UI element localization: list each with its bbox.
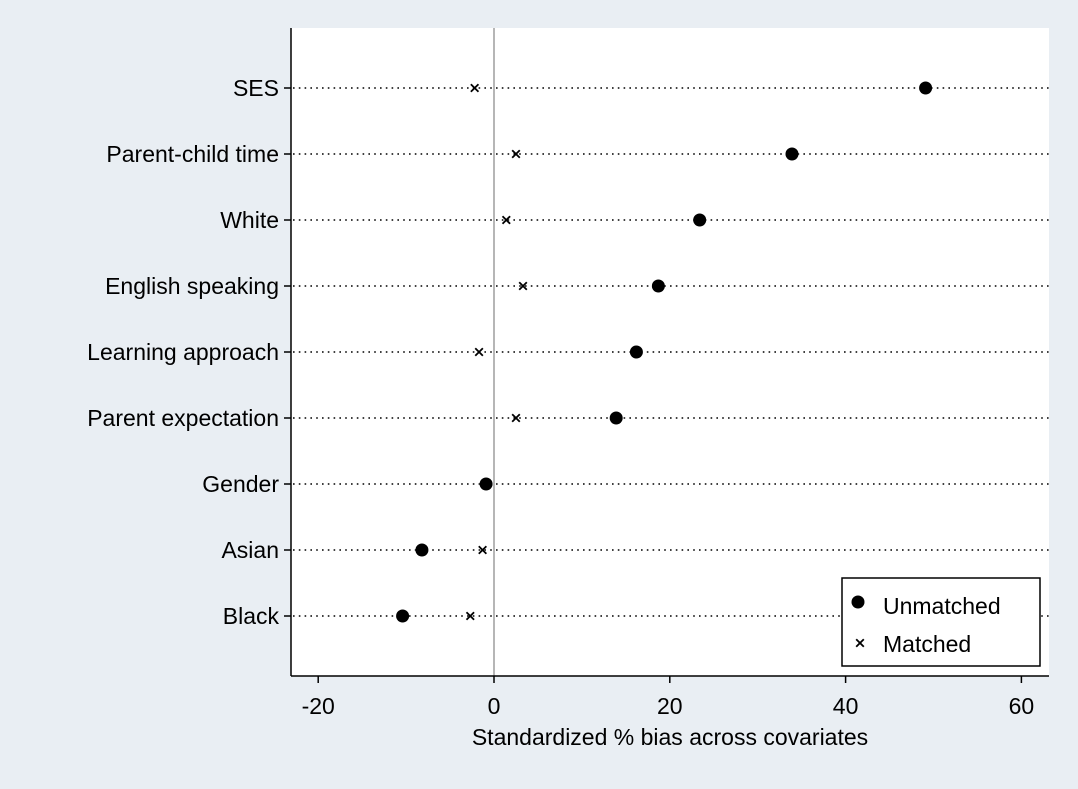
x-tick-label: -20 [302,693,335,719]
matched-point [511,149,521,159]
y-tick-label: Asian [221,537,279,563]
unmatched-point [919,81,933,95]
matched-point [482,479,492,489]
legend-marker-unmatched [851,595,865,609]
y-tick-label: SES [233,75,279,101]
x-mark-stroke [470,83,480,93]
grid-lines [293,87,1049,617]
matched-point [474,347,484,357]
unmatched-point [651,279,665,293]
y-tick-label: Gender [202,471,279,497]
legend-marker-matched [855,638,865,648]
y-tick-label: English speaking [105,273,279,299]
matched-point [501,215,511,225]
y-axis-labels: SES Parent-child time White English speakin… [87,75,291,629]
unmatched-point [415,543,429,557]
matched-point [465,611,475,621]
matched-point [511,413,521,423]
x-mark-stroke [511,413,521,423]
x-tick-label: 0 [488,693,501,719]
x-mark-stroke [501,215,511,225]
x-axis-ticks: -20 0 20 40 60 [302,676,1035,719]
x-mark-stroke [465,611,475,621]
x-mark-stroke [855,638,865,648]
x-mark-stroke [482,479,492,489]
y-tick-label: Parent-child time [106,141,279,167]
legend-x-mark [855,638,865,648]
y-tick-label: Learning approach [87,339,279,365]
matched-point [518,281,528,291]
unmatched-point [629,345,643,359]
x-tick-label: 40 [833,693,859,719]
matched-point [470,83,480,93]
unmatched-point [785,147,799,161]
legend-label-matched: Matched [883,631,971,657]
y-tick-label: Black [223,603,280,629]
legend-label-unmatched: Unmatched [883,593,1001,619]
x-mark-stroke [474,347,484,357]
data-marks [396,81,933,623]
x-axis-label: Standardized % bias across covariates [472,724,868,750]
x-mark-stroke [518,281,528,291]
y-tick-label: White [220,207,279,233]
unmatched-point [609,411,623,425]
unmatched-point [693,213,707,227]
x-tick-label: 20 [657,693,683,719]
matched-point [478,545,488,555]
y-tick-label: Parent expectation [87,405,279,431]
x-mark-stroke [511,149,521,159]
x-mark-stroke [478,545,488,555]
x-tick-label: 60 [1009,693,1035,719]
legend: Unmatched Matched [841,577,1041,667]
unmatched-point [396,609,410,623]
legend-box [841,577,1041,667]
